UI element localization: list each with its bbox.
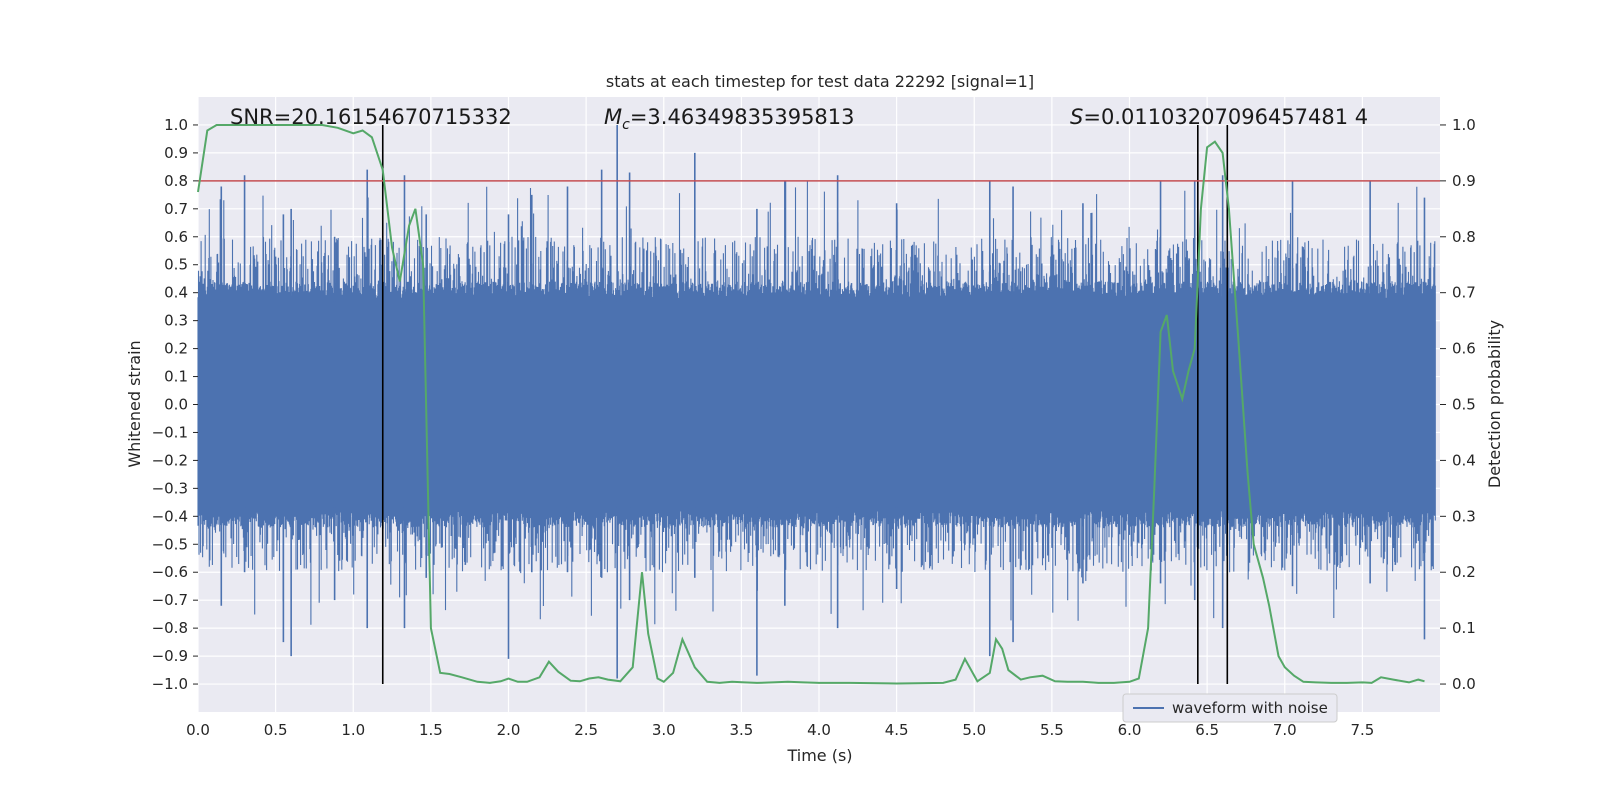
y2-tick-label: 0.8 — [1452, 228, 1476, 246]
x-tick-label: 5.0 — [962, 721, 986, 739]
x-tick-label: 2.0 — [497, 721, 521, 739]
y2-tick-label: 0.0 — [1452, 675, 1476, 693]
x-tick-label: 1.0 — [341, 721, 365, 739]
legend-label: waveform with noise — [1172, 699, 1328, 717]
y-tick-label: 0.7 — [164, 200, 188, 218]
waveform-core — [198, 301, 1436, 508]
x-tick-label: 3.5 — [729, 721, 753, 739]
y-tick-label: 0.0 — [164, 396, 188, 414]
y-tick-label: −0.4 — [152, 507, 188, 525]
mc-value: =3.46349835395813 — [630, 105, 855, 129]
x-tick-label: 4.0 — [807, 721, 831, 739]
waveform-series — [197, 124, 1436, 679]
y-tick-label: 0.4 — [164, 284, 188, 302]
y-tick-label: −0.3 — [152, 479, 188, 497]
y-tick-label: 0.9 — [164, 144, 188, 162]
y2-tick-label: 0.9 — [1452, 172, 1476, 190]
y-tick-label: 0.8 — [164, 172, 188, 190]
y-tick-label: 0.2 — [164, 340, 188, 358]
x-tick-label: 1.5 — [419, 721, 443, 739]
x-tick-label: 0.5 — [264, 721, 288, 739]
vertical-markers — [381, 124, 1229, 685]
y2-tick-label: 0.3 — [1452, 507, 1476, 525]
snr-annotation: SNR=20.16154670715332 — [230, 105, 512, 129]
y-tick-label: −0.2 — [152, 451, 188, 469]
y-tick-label: −0.5 — [152, 535, 188, 553]
x-tick-label: 3.0 — [652, 721, 676, 739]
y-axis-label: Whitened strain — [125, 340, 144, 467]
x-tick-label: 6.0 — [1118, 721, 1142, 739]
legend: waveform with noise — [1122, 693, 1338, 723]
y2-axis-label: Detection probability — [1485, 320, 1504, 488]
y-tick-label: −0.9 — [152, 647, 188, 665]
y-tick-label: 0.5 — [164, 256, 188, 274]
s-value: =0.01103207096457481 4 — [1083, 105, 1368, 129]
axes: 0.0 0.5 1.0 1.5 2.0 2.5 3.0 3.5 4.0 4.5 5.0 5.5 6.0 6… — [152, 116, 1476, 739]
y-tick-label: 0.3 — [164, 312, 188, 330]
y-tick-label: −0.8 — [152, 619, 188, 637]
mc-symbol: M — [604, 105, 622, 129]
y2-tick-label: 0.5 — [1452, 396, 1476, 414]
chart-title: stats at each timestep for test data 222… — [606, 72, 1034, 91]
y2-tick-label: 0.6 — [1452, 340, 1476, 358]
probability-series — [197, 124, 1425, 685]
x-tick-label: 7.5 — [1350, 721, 1374, 739]
y2-tick-label: 0.1 — [1452, 619, 1476, 637]
mc-subscript: c — [622, 117, 630, 133]
x-axis-label: Time (s) — [786, 746, 852, 765]
y2-tick-label: 0.7 — [1452, 284, 1476, 302]
y-tick-label: 1.0 — [164, 116, 188, 134]
mc-annotation: Mc=3.46349835395813 — [604, 105, 855, 133]
legend-box — [1122, 693, 1338, 723]
x-tick-label: 0.0 — [186, 721, 210, 739]
y-tick-label: 0.1 — [164, 368, 188, 386]
x-tick-label: 4.5 — [885, 721, 909, 739]
y-tick-label: −0.1 — [152, 423, 188, 441]
y2-tick-label: 0.4 — [1452, 451, 1476, 469]
y-tick-label: −0.6 — [152, 563, 188, 581]
x-tick-label: 2.5 — [574, 721, 598, 739]
s-symbol: S — [1070, 105, 1083, 129]
x-tick-label: 7.0 — [1273, 721, 1297, 739]
x-tick-label: 5.5 — [1040, 721, 1064, 739]
y2-tick-label: 1.0 — [1452, 116, 1476, 134]
s-annotation: S=0.01103207096457481 4 — [1070, 105, 1368, 129]
y-tick-label: −0.7 — [152, 591, 188, 609]
y2-tick-label: 0.2 — [1452, 563, 1476, 581]
y-tick-label: 0.6 — [164, 228, 188, 246]
y-tick-label: −1.0 — [152, 675, 188, 693]
x-tick-label: 6.5 — [1195, 721, 1219, 739]
detection-probability-line — [197, 124, 1425, 685]
